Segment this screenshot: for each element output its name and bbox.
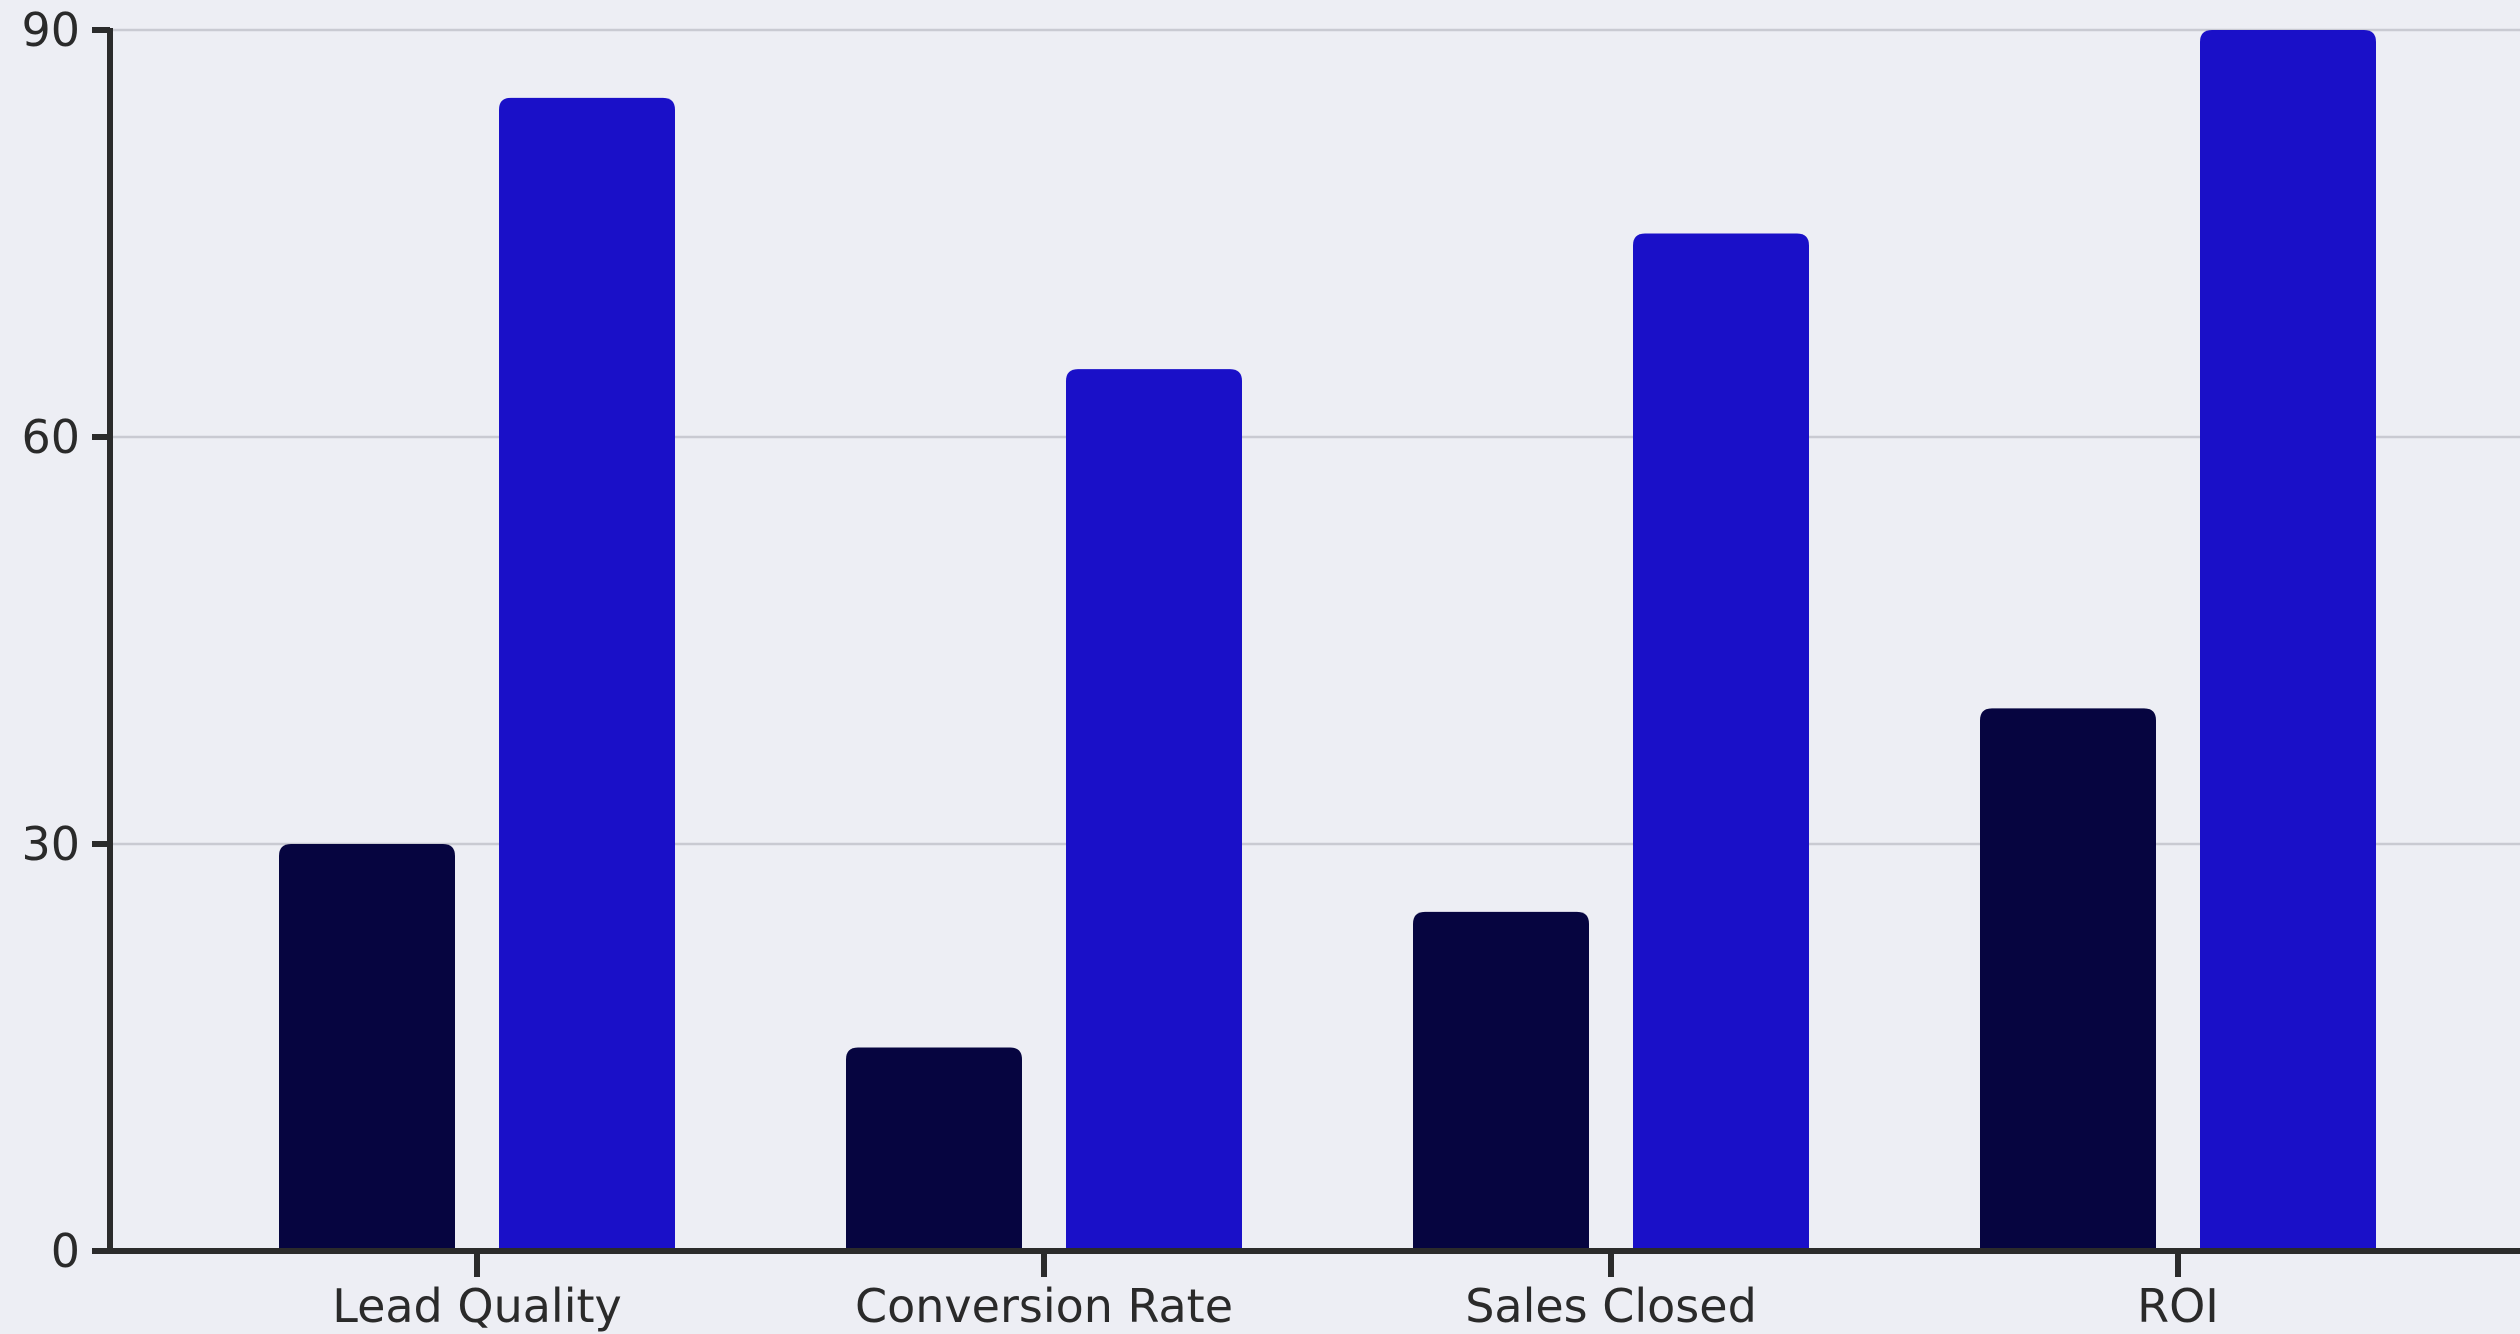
bar — [279, 844, 455, 1251]
y-tick-label: 0 — [51, 1224, 80, 1278]
y-tick-label: 30 — [21, 817, 80, 871]
bar — [1413, 911, 1589, 1251]
bars — [279, 30, 2376, 1252]
bar — [846, 1047, 1022, 1251]
bar — [499, 97, 675, 1251]
gridlines — [110, 28, 2520, 846]
y-tick-label: 90 — [21, 3, 80, 57]
bar — [2200, 30, 2376, 1251]
x-tick-label: Lead Quality — [332, 1279, 622, 1333]
bar — [1066, 369, 1242, 1252]
y-tick-label: 60 — [21, 410, 80, 464]
axes — [92, 27, 2520, 1277]
tick-labels: 0 30 60 90 Lead Quality Conversion Rate Sales … — [21, 3, 2218, 1333]
x-tick-label: ROI — [2137, 1279, 2219, 1333]
bar — [1633, 233, 1809, 1251]
x-tick-label: Sales Closed — [1465, 1279, 1757, 1333]
x-tick-label: Conversion Rate — [855, 1279, 1233, 1333]
bar — [1980, 708, 2156, 1251]
